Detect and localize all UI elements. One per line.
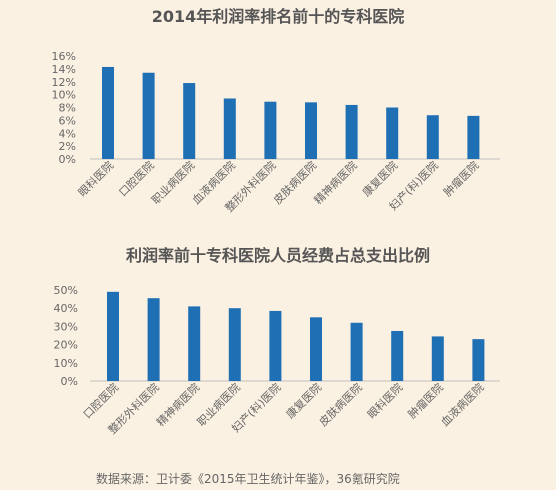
- chart2-bar: [350, 322, 363, 381]
- chart2-category-label: 皮肤病医院: [316, 380, 365, 429]
- chart2-category-label: 康复医院: [283, 380, 324, 421]
- chart1-bar: [386, 107, 399, 159]
- source-note: 数据来源：卫计委《2015年卫生统计年鉴》，36氪研究院: [96, 472, 400, 486]
- chart1-ytick-label: 6%: [59, 114, 76, 127]
- chart1-category-label: 精神病医院: [311, 158, 360, 207]
- chart2-bar: [391, 330, 404, 381]
- chart2-ytick-label: 50%: [54, 284, 78, 297]
- chart1-category-label: 口腔医院: [116, 158, 157, 199]
- chart1-category-label: 职业病医院: [149, 158, 198, 207]
- chart2-ytick-label: 20%: [54, 339, 78, 352]
- chart2-bar: [472, 339, 485, 381]
- chart1-bar: [183, 83, 196, 159]
- chart1-bar: [102, 66, 114, 159]
- chart1-bar: [305, 102, 317, 159]
- chart2-ytick-label: 10%: [54, 357, 78, 370]
- chart1-title: 2014年利润率排名前十的专科医院: [152, 7, 405, 26]
- chart2-ytick-label: 40%: [54, 302, 78, 315]
- chart1-ytick-label: 8%: [59, 102, 76, 115]
- chart2-category-label: 口腔医院: [80, 380, 121, 421]
- chart2-category-label: 眼科医院: [364, 380, 405, 421]
- chart2-bar: [147, 298, 160, 381]
- chart1-bar: [142, 72, 155, 159]
- chart1-ytick-label: 16%: [52, 50, 76, 63]
- chart2-category-label: 肿瘤医院: [405, 380, 446, 421]
- chart1-bar: [426, 115, 439, 159]
- chart2-title: 利润率前十专科医院人员经费占总支出比例: [126, 246, 430, 265]
- chart1-bar: [345, 104, 358, 159]
- chart1-ytick-label: 12%: [52, 76, 76, 89]
- chart1-bar: [467, 115, 480, 159]
- chart1-ytick-label: 4%: [59, 127, 76, 140]
- chart1-ytick-label: 2%: [59, 140, 76, 153]
- chart1-category-label: 肿瘤医院: [441, 158, 482, 199]
- chart1-category-label: 皮肤病医院: [270, 158, 319, 207]
- chart1-ytick-label: 14%: [52, 63, 76, 76]
- chart2-bar: [310, 317, 322, 381]
- chart2-category-label: 精神病医院: [154, 380, 203, 429]
- chart2-ytick-label: 0%: [61, 375, 78, 388]
- chart2-bar: [269, 310, 282, 381]
- chart2-ytick-label: 30%: [54, 320, 78, 333]
- chart1-category-label: 康复医院: [359, 158, 400, 199]
- chart1-bar: [264, 101, 277, 159]
- chart2-bar: [107, 291, 119, 381]
- chart1-bar: [223, 98, 236, 159]
- chart1-category-label: 眼科医院: [75, 158, 116, 199]
- chart1-ytick-label: 0%: [59, 153, 76, 166]
- chart2-bar: [228, 308, 241, 381]
- chart2-bar: [188, 306, 201, 381]
- chart1-ytick-label: 10%: [52, 89, 76, 102]
- chart2-bar: [431, 336, 444, 381]
- chart2-category-label: 血液病医院: [438, 380, 487, 429]
